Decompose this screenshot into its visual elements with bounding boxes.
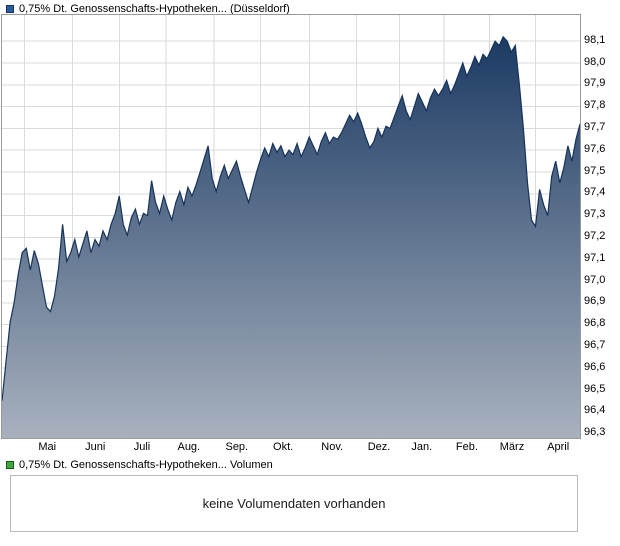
no-volume-message: keine Volumendaten vorhanden	[202, 496, 386, 511]
x-tick-label: Jan.	[411, 441, 433, 453]
x-tick-label: Mai	[38, 441, 57, 453]
x-tick-label: Feb.	[455, 441, 478, 453]
price-y-axis: 98,1 98,0 97,9 97,8 97,7 97,6 97,5 97,4 97,3 97,2…	[584, 0, 620, 446]
y-tick-label: 97,5	[584, 164, 606, 177]
y-tick-label: 96,4	[584, 404, 606, 417]
y-tick-label: 97,3	[584, 208, 606, 221]
volume-legend: 0,75% Dt. Genossenschafts-Hypotheken... …	[6, 459, 273, 471]
y-tick-label: 96,7	[584, 338, 606, 351]
x-tick-label: Sep.	[225, 441, 249, 453]
x-tick-label: Juni	[85, 441, 106, 453]
x-tick-label: April	[547, 441, 570, 453]
y-tick-label: 97,1	[584, 251, 606, 264]
y-tick-label: 97,7	[584, 120, 606, 133]
y-tick-label: 97,6	[584, 142, 606, 155]
price-series-label: 0,75% Dt. Genossenschafts-Hypotheken... …	[19, 3, 290, 15]
x-tick-label: Nov.	[321, 441, 344, 453]
x-tick-label: Dez.	[367, 441, 391, 453]
y-tick-label: 98,1	[584, 33, 606, 46]
volume-panel: keine Volumendaten vorhanden	[10, 475, 578, 532]
y-tick-label: 97,4	[584, 186, 606, 199]
y-tick-label: 97,8	[584, 99, 606, 112]
y-tick-label: 96,6	[584, 360, 606, 373]
y-tick-label: 96,5	[584, 382, 606, 395]
x-tick-label: Okt.	[273, 441, 294, 453]
x-tick-label: Aug.	[177, 441, 201, 453]
volume-series-swatch-icon	[6, 461, 14, 469]
y-tick-label: 98,0	[584, 55, 606, 68]
volume-series-label: 0,75% Dt. Genossenschafts-Hypotheken... …	[19, 459, 273, 471]
price-area-chart	[2, 15, 580, 438]
price-chart-plot[interactable]	[1, 14, 581, 439]
price-legend: 0,75% Dt. Genossenschafts-Hypotheken... …	[6, 3, 290, 15]
y-tick-label: 96,3	[584, 426, 606, 439]
price-x-axis: Mai Juni Juli Aug. Sep. Okt. Nov. Dez. Jan. Feb. M…	[1, 441, 579, 455]
price-series-swatch-icon	[6, 5, 14, 13]
y-tick-label: 97,0	[584, 273, 606, 286]
y-tick-label: 97,9	[584, 77, 606, 90]
y-tick-label: 96,9	[584, 295, 606, 308]
x-tick-label: Juli	[133, 441, 151, 453]
y-tick-label: 97,2	[584, 229, 606, 242]
x-tick-label: März	[499, 441, 525, 453]
y-tick-label: 96,8	[584, 317, 606, 330]
